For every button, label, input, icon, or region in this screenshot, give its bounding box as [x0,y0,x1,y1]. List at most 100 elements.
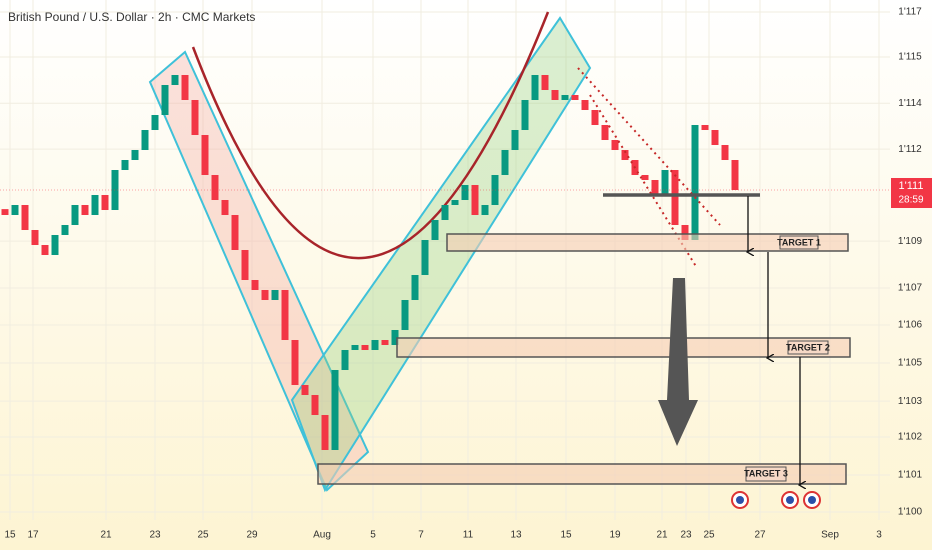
candle [691,125,699,240]
x-tick-label: 3 [876,530,882,541]
candle [591,110,599,125]
candle [151,115,159,130]
target-label: TARGET 2 [786,342,830,352]
candle [91,195,99,215]
candle [191,100,199,135]
x-tick-label: 25 [703,530,715,541]
candle [331,370,339,450]
event-icons [731,491,821,509]
candle [511,130,519,150]
x-tick-label: 13 [510,530,522,541]
target-label-box [787,340,829,355]
candle [551,90,559,100]
candle [621,150,629,160]
y-tick-label: 1'100 [898,507,923,518]
candle [651,180,659,195]
candle [671,170,679,225]
candle [81,205,89,215]
candle [381,340,389,345]
candle [661,170,669,195]
candle [541,75,549,90]
candle [11,205,19,215]
candle [71,205,79,225]
candle [251,280,259,290]
candle [571,95,579,100]
candle [361,345,369,350]
y-tick-label: 1'103 [898,396,923,407]
x-tick-label: 23 [149,530,161,541]
candle [521,100,529,130]
y-tick-label: 1'117 [898,7,922,18]
candle [441,205,449,220]
candle [51,235,59,255]
chart-title: British Pound / U.S. Dollar · 2h · CMC M… [8,10,255,24]
candle [401,300,409,330]
x-tick-label: 25 [197,530,209,541]
candle [721,145,729,160]
y-tick-label: 1'101 [898,470,923,481]
candle [231,215,239,250]
candle [141,130,149,150]
x-tick-label: 21 [656,530,668,541]
candle [501,150,509,175]
target-label-box [779,235,819,250]
candle [561,95,569,100]
x-tick-label: 19 [609,530,621,541]
target-label: TARGET 3 [744,468,788,478]
candle [1,209,9,215]
big-down-arrow [658,278,698,446]
candle [31,230,39,245]
x-tick-label: Sep [821,530,839,541]
candle [701,125,709,130]
candle [601,125,609,140]
candle [121,160,129,170]
candle [41,245,49,255]
candle [421,240,429,275]
current-price-box [891,178,932,208]
candle [351,345,359,350]
candle [21,205,29,230]
candle [391,330,399,345]
target-label: TARGET 1 [777,237,821,247]
candle [171,75,179,85]
y-tick-label: 1'106 [898,320,923,331]
candle [161,85,169,115]
x-tick-label: Aug [313,530,331,541]
candle [451,200,459,205]
x-tick-label: 27 [754,530,766,541]
candle [471,185,479,215]
x-tick-label: 15 [560,530,572,541]
y-tick-label: 1'114 [898,98,922,109]
candle [371,340,379,350]
y-tick-label: 1'109 [898,236,923,247]
candle [61,225,69,235]
x-tick-label: 29 [246,530,258,541]
candle [291,340,299,385]
candle [641,175,649,180]
current-price-label: 1'111 [899,180,924,192]
candle [281,290,289,340]
candle [341,350,349,370]
x-tick-label: 23 [680,530,692,541]
candle [181,75,189,100]
candle [481,205,489,215]
x-tick-label: 17 [27,530,39,541]
x-tick-label: 5 [370,530,376,541]
candle [411,275,419,300]
candle [611,140,619,150]
candle [311,395,319,415]
candle [211,175,219,200]
rounded-bottom-curve [191,11,550,260]
candle [461,185,469,200]
target-zone [317,463,847,485]
y-tick-label: 1'115 [898,52,922,63]
candle [241,250,249,280]
y-tick-label: 1'112 [898,144,922,155]
candle [131,150,139,160]
x-tick-label: 7 [418,530,424,541]
countdown-label: 28:59 [898,195,923,206]
candle [581,100,589,110]
candle [201,135,209,175]
x-tick-label: 21 [100,530,112,541]
candle [301,385,309,395]
